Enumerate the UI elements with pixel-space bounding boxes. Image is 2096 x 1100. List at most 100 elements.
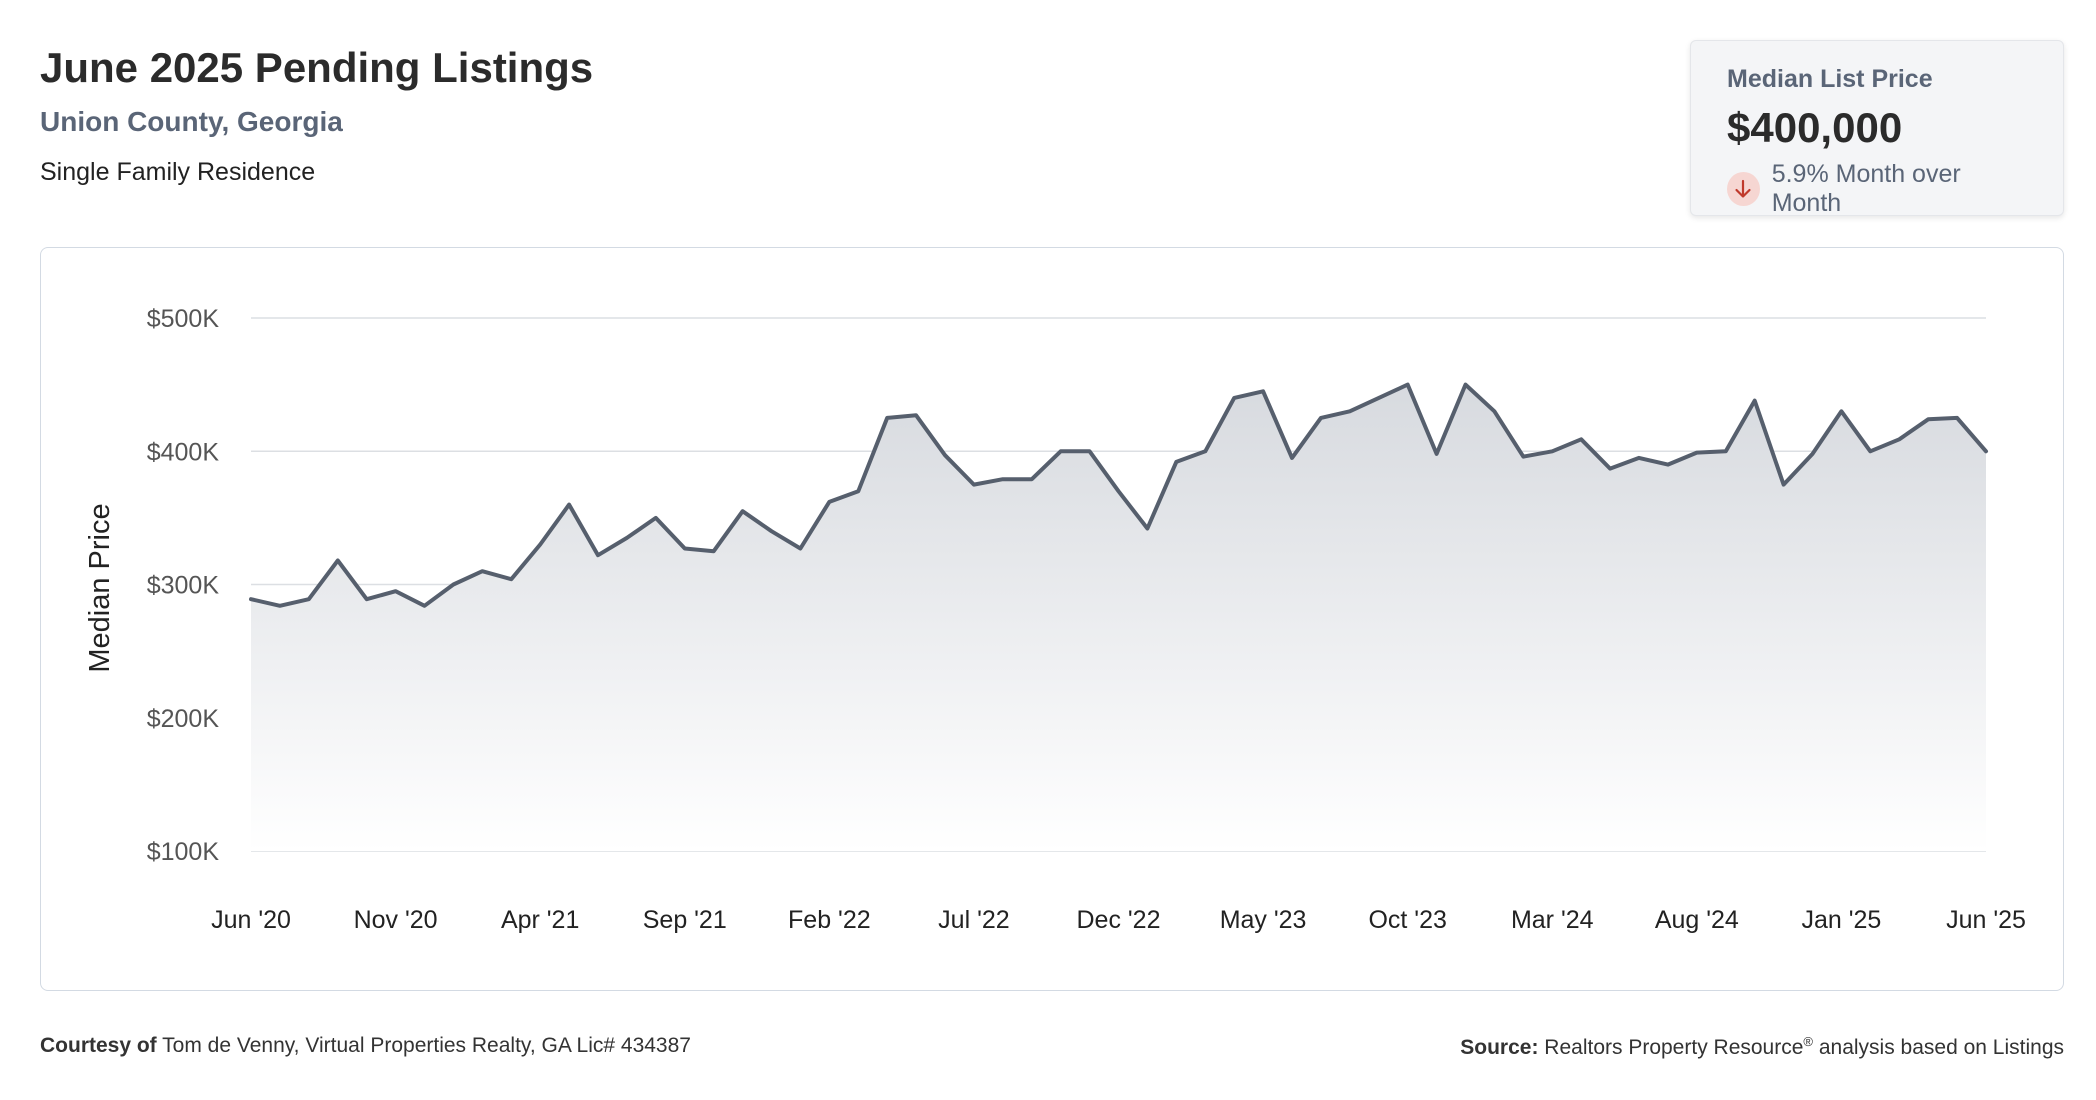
data-point bbox=[653, 515, 659, 521]
source-text: Realtors Property Resource bbox=[1544, 1036, 1804, 1059]
data-point bbox=[450, 582, 456, 588]
x-tick-label: Jun '25 bbox=[1946, 906, 2026, 934]
data-point bbox=[1029, 476, 1035, 482]
data-point bbox=[855, 488, 861, 494]
data-point bbox=[740, 508, 746, 514]
data-point bbox=[508, 576, 514, 582]
x-tick-label: Apr '21 bbox=[501, 906, 579, 934]
data-point bbox=[1838, 408, 1844, 414]
data-point bbox=[797, 546, 803, 552]
data-point bbox=[1896, 436, 1902, 442]
y-axis-label: Median Price bbox=[84, 503, 116, 672]
data-point bbox=[1376, 395, 1382, 401]
data-point bbox=[306, 596, 312, 602]
registered-mark: ® bbox=[1803, 1034, 1813, 1049]
x-tick-label: Sep '21 bbox=[643, 906, 727, 934]
page-title: June 2025 Pending Listings bbox=[40, 44, 594, 91]
data-point bbox=[1405, 382, 1411, 388]
data-point bbox=[1549, 448, 1555, 454]
data-point bbox=[537, 542, 543, 548]
data-point bbox=[422, 603, 428, 609]
property-type-label: Single Family Residence bbox=[40, 158, 316, 186]
data-point bbox=[1983, 448, 1989, 454]
data-point bbox=[682, 546, 688, 552]
data-point bbox=[1058, 448, 1064, 454]
x-tick-label: Feb '22 bbox=[788, 906, 871, 934]
data-point bbox=[1694, 450, 1700, 456]
data-point bbox=[1434, 451, 1440, 457]
data-point bbox=[711, 548, 717, 554]
data-point bbox=[595, 552, 601, 558]
data-point bbox=[913, 412, 919, 418]
data-point bbox=[1781, 482, 1787, 488]
data-point bbox=[566, 502, 572, 508]
data-point bbox=[1173, 459, 1179, 465]
data-point bbox=[1954, 415, 1960, 421]
metric-change-text: 5.9% Month over Month bbox=[1771, 160, 1961, 217]
y-tick-label: $400K bbox=[147, 438, 220, 466]
data-point bbox=[769, 528, 775, 534]
data-point bbox=[335, 558, 341, 564]
data-point bbox=[1578, 436, 1584, 442]
source-label: Source: bbox=[1460, 1036, 1539, 1059]
data-point bbox=[1665, 462, 1671, 468]
data-point bbox=[277, 603, 283, 609]
y-tick-label: $300K bbox=[147, 572, 220, 600]
data-point bbox=[1116, 488, 1122, 494]
y-tick-label: $100K bbox=[147, 838, 220, 866]
data-point bbox=[1491, 408, 1497, 414]
y-tick-label: $500K bbox=[147, 305, 220, 333]
courtesy-text: Tom de Venny, Virtual Properties Realty,… bbox=[162, 1034, 691, 1057]
data-point bbox=[1636, 455, 1642, 461]
median-list-price-card: Median List Price $400,000 5.9% Month ov… bbox=[1690, 40, 2064, 218]
data-point bbox=[942, 452, 948, 458]
data-point bbox=[1347, 408, 1353, 414]
data-point bbox=[1087, 448, 1093, 454]
data-point bbox=[624, 535, 630, 541]
data-point bbox=[1607, 466, 1613, 472]
x-tick-label: Oct '23 bbox=[1368, 906, 1446, 934]
source-text-2: analysis based on Listings bbox=[1818, 1036, 2064, 1059]
x-tick-label: Mar '24 bbox=[1511, 906, 1594, 934]
median-price-line bbox=[249, 382, 1988, 608]
data-point bbox=[826, 499, 832, 505]
arrow-down-icon bbox=[1727, 172, 1760, 206]
data-point bbox=[479, 568, 485, 574]
data-point bbox=[364, 596, 370, 602]
data-point bbox=[1289, 455, 1295, 461]
x-tick-label: Jan '25 bbox=[1801, 906, 1881, 934]
data-point bbox=[971, 482, 977, 488]
data-point bbox=[393, 588, 399, 594]
x-tick-label: Dec '22 bbox=[1077, 906, 1161, 934]
y-tick-label: $200K bbox=[147, 705, 220, 733]
courtesy-label: Courtesy of bbox=[40, 1034, 157, 1057]
data-point bbox=[1810, 451, 1816, 457]
x-tick-label: Nov '20 bbox=[354, 906, 438, 934]
data-point bbox=[1925, 416, 1931, 422]
price-chart: $500K $400K $300K $200K $100K Jun '20 Nov '20… bbox=[84, 305, 2026, 934]
metric-label: Median List Price bbox=[1727, 65, 1933, 93]
data-point bbox=[1260, 388, 1266, 394]
data-point bbox=[1463, 382, 1469, 388]
data-point bbox=[1867, 448, 1873, 454]
data-point bbox=[1752, 398, 1758, 404]
area-fill bbox=[251, 384, 1986, 851]
location-subtitle: Union County, Georgia bbox=[40, 106, 343, 137]
metric-value: $400,000 bbox=[1727, 104, 1903, 151]
data-point bbox=[1144, 526, 1150, 532]
x-tick-label: May '23 bbox=[1220, 906, 1307, 934]
chart-container: $500K $400K $300K $200K $100K Jun '20 Nov '20… bbox=[40, 247, 2064, 991]
data-point bbox=[1202, 448, 1208, 454]
data-point bbox=[1520, 454, 1526, 460]
data-point bbox=[248, 596, 254, 602]
source-footer: Source: Realtors Property Resource® anal… bbox=[1460, 1034, 2064, 1060]
x-tick-label: Jul '22 bbox=[938, 906, 1009, 934]
data-point bbox=[1318, 415, 1324, 421]
metric-change: 5.9% Month over Month bbox=[1727, 160, 2027, 218]
x-tick-label: Aug '24 bbox=[1655, 906, 1739, 934]
data-point bbox=[1723, 448, 1729, 454]
data-point bbox=[1000, 476, 1006, 482]
data-point bbox=[884, 415, 890, 421]
data-point bbox=[1231, 395, 1237, 401]
x-tick-label: Jun '20 bbox=[211, 906, 291, 934]
